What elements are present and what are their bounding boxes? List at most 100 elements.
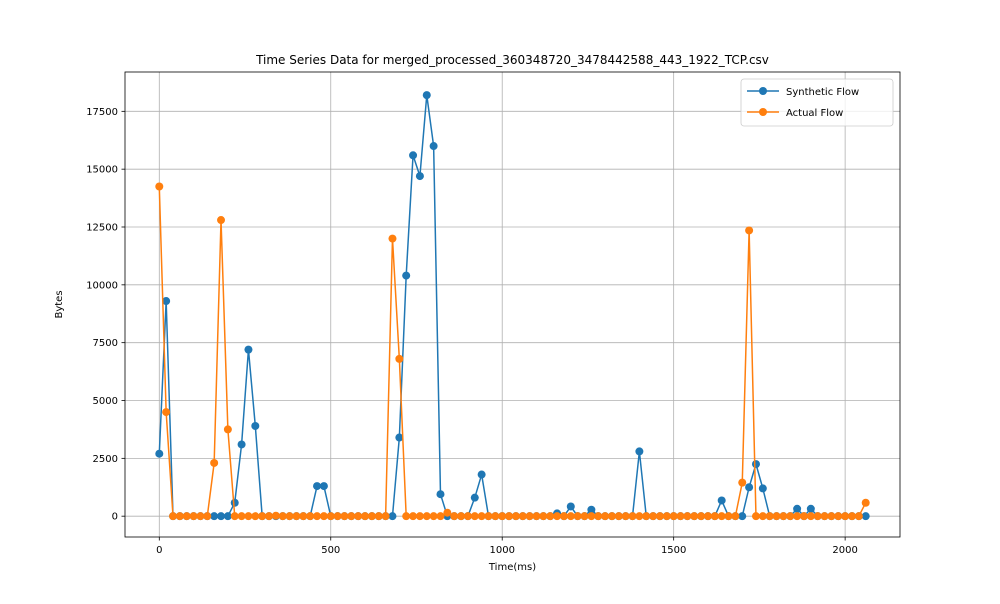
data-point — [827, 512, 836, 521]
data-point — [313, 482, 322, 491]
data-point — [532, 512, 541, 521]
data-point — [614, 512, 623, 521]
data-point — [484, 512, 493, 521]
series-layer — [155, 91, 870, 521]
data-point — [217, 512, 226, 521]
data-point — [230, 498, 239, 507]
series-actual-flow — [155, 182, 870, 521]
data-point — [251, 512, 260, 521]
data-point — [326, 512, 335, 521]
data-point — [299, 512, 308, 521]
data-point — [745, 483, 754, 492]
data-point — [518, 512, 527, 521]
data-point — [258, 512, 267, 521]
data-point — [847, 512, 856, 521]
data-point — [244, 345, 253, 354]
data-point — [793, 504, 802, 513]
data-point — [340, 512, 349, 521]
data-point — [354, 512, 363, 521]
legend-label: Synthetic Flow — [786, 87, 859, 98]
data-point — [772, 512, 781, 521]
data-point — [237, 512, 246, 521]
data-point — [799, 512, 808, 521]
data-point — [642, 512, 651, 521]
data-point — [601, 512, 610, 521]
data-point — [854, 512, 863, 521]
data-point — [319, 512, 328, 521]
data-point — [738, 478, 747, 487]
data-point — [751, 512, 760, 521]
data-point — [457, 512, 466, 521]
data-point — [861, 498, 870, 507]
data-point — [607, 512, 616, 521]
data-point — [587, 512, 596, 521]
data-point — [237, 440, 246, 449]
x-axis-label: Time(ms) — [488, 562, 536, 573]
data-point — [834, 512, 843, 521]
data-point — [251, 421, 260, 430]
data-point — [758, 512, 767, 521]
data-point — [189, 512, 198, 521]
data-point — [230, 512, 239, 521]
data-point — [525, 512, 534, 521]
data-point — [265, 512, 274, 521]
data-point — [395, 354, 404, 363]
data-point — [649, 512, 658, 521]
data-point — [210, 512, 219, 521]
data-point — [210, 458, 219, 467]
data-point — [758, 484, 767, 493]
data-point — [717, 512, 726, 521]
data-point — [621, 512, 630, 521]
data-point — [409, 151, 418, 160]
data-point — [861, 512, 870, 521]
x-tick-label: 2000 — [832, 545, 857, 556]
data-point — [217, 216, 226, 225]
data-point — [628, 512, 637, 521]
data-point — [436, 490, 445, 499]
data-point — [662, 512, 671, 521]
y-tick-label: 2500 — [93, 454, 118, 465]
legend-item: Synthetic Flow — [747, 87, 859, 98]
y-tick-label: 0 — [112, 512, 118, 523]
data-point — [162, 297, 171, 306]
data-point — [559, 512, 568, 521]
data-point — [463, 512, 472, 521]
data-point — [333, 512, 342, 521]
y-tick-label: 12500 — [86, 223, 118, 234]
data-point — [511, 512, 520, 521]
chart-title: Time Series Data for merged_processed_36… — [255, 53, 769, 67]
x-tick-label: 1500 — [661, 545, 686, 556]
y-tick-label: 17500 — [86, 107, 118, 118]
y-tick-label: 15000 — [86, 165, 118, 176]
data-point — [361, 512, 370, 521]
data-point — [553, 512, 562, 521]
data-point — [381, 512, 390, 521]
data-point — [477, 512, 486, 521]
data-point — [285, 512, 294, 521]
data-point — [374, 512, 383, 521]
data-point — [162, 408, 171, 417]
x-tick-label: 500 — [321, 545, 340, 556]
data-point — [820, 512, 829, 521]
data-point — [422, 91, 431, 100]
data-point — [402, 512, 411, 521]
data-point — [271, 511, 280, 520]
x-tick-label: 1000 — [489, 545, 514, 556]
data-point — [278, 512, 287, 521]
data-point — [388, 512, 397, 521]
data-point — [539, 512, 548, 521]
data-point — [703, 512, 712, 521]
data-point — [155, 182, 164, 191]
data-point — [223, 512, 232, 521]
data-point — [806, 512, 815, 521]
data-point — [443, 508, 452, 517]
data-point — [676, 512, 685, 521]
data-point — [498, 512, 507, 521]
data-point — [450, 512, 459, 521]
data-point — [415, 172, 424, 181]
data-point — [635, 512, 644, 521]
data-point — [367, 512, 376, 521]
y-tick-label: 10000 — [86, 280, 118, 291]
data-point — [182, 512, 191, 521]
